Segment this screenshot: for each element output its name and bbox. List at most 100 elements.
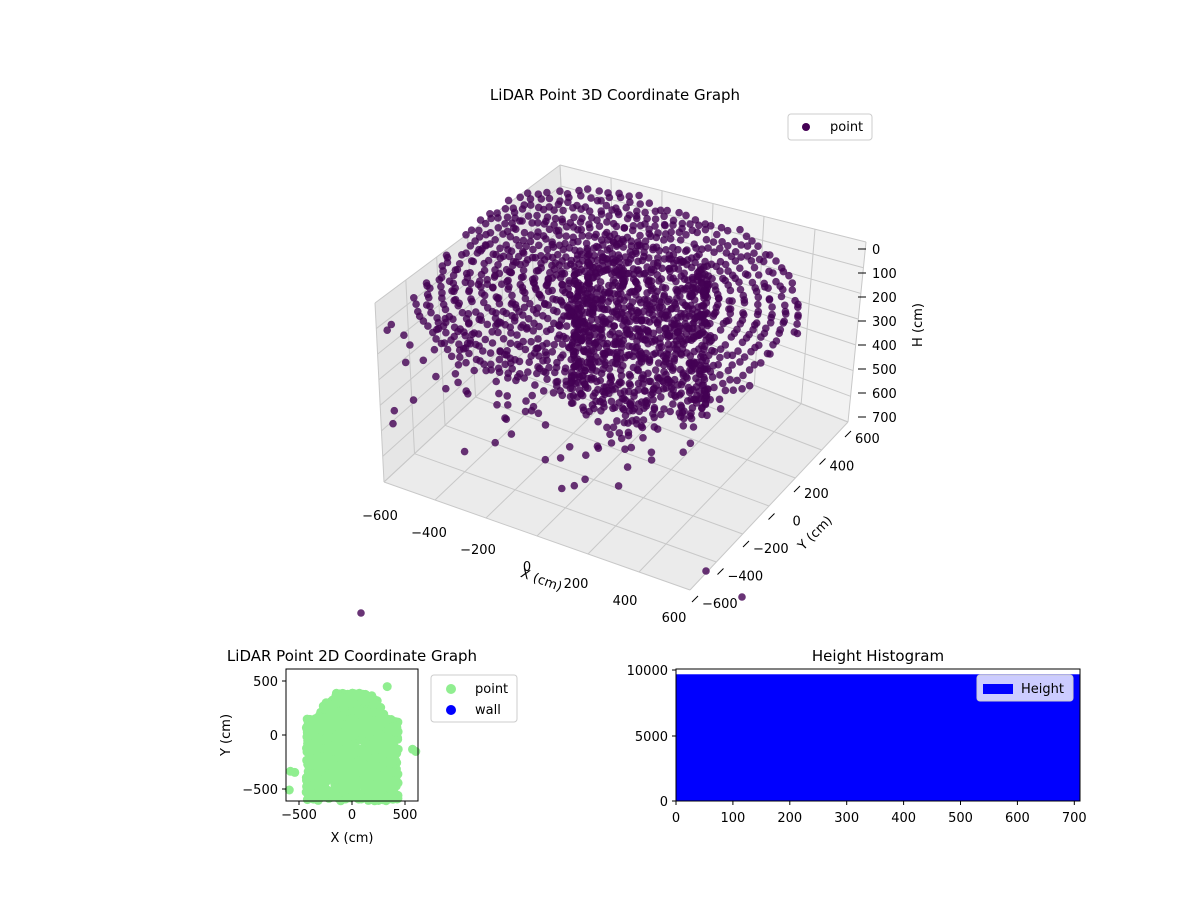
data-point	[545, 203, 553, 211]
data-point	[657, 393, 665, 401]
data-point	[333, 710, 343, 720]
data-point	[337, 748, 347, 758]
data-point	[583, 185, 592, 193]
data-point	[369, 716, 379, 726]
data-point	[589, 310, 597, 319]
data-point	[467, 226, 476, 234]
data-point	[495, 368, 504, 377]
data-point	[482, 230, 490, 239]
data-point	[503, 351, 511, 359]
data-point	[762, 251, 770, 259]
x-tick-label: 200	[777, 811, 802, 826]
data-point	[739, 371, 747, 380]
data-point	[507, 359, 515, 367]
data-point	[551, 259, 560, 267]
data-point	[558, 484, 566, 493]
data-point	[641, 242, 650, 251]
data-point	[438, 294, 446, 303]
data-point	[627, 443, 636, 452]
y-tick-mark	[844, 430, 852, 438]
data-point	[563, 190, 572, 198]
data-point	[569, 233, 577, 242]
data-point	[468, 330, 477, 339]
data-point	[647, 268, 655, 277]
data-point	[677, 284, 686, 293]
data-point	[519, 236, 528, 245]
data-point	[640, 404, 648, 413]
z-tick-label: 500	[872, 363, 897, 378]
data-point	[467, 257, 476, 265]
data-point	[493, 294, 502, 303]
data-point	[505, 252, 514, 261]
x-tick-label: 0	[523, 560, 531, 575]
data-point	[597, 369, 606, 378]
data-point	[649, 259, 658, 268]
data-point	[435, 276, 444, 284]
data-point	[650, 413, 658, 422]
data-point	[726, 376, 734, 384]
z-tick-label: 100	[872, 267, 897, 282]
data-point	[475, 315, 484, 324]
legend-3d-point-label: point	[830, 120, 863, 135]
data-point	[653, 425, 662, 433]
y-tick-label: −600	[702, 597, 738, 612]
data-point	[534, 335, 542, 343]
y-tick-label: 200	[804, 487, 829, 502]
data-point	[636, 200, 644, 208]
data-point	[750, 263, 759, 272]
data-point	[462, 358, 470, 367]
data-point	[587, 194, 595, 202]
data-point	[512, 236, 520, 244]
data-point	[587, 373, 596, 382]
data-point	[661, 284, 670, 292]
data-point	[344, 739, 354, 749]
data-point	[715, 294, 723, 303]
data-point	[614, 482, 623, 490]
data-point	[655, 277, 663, 285]
data-point	[688, 226, 697, 235]
y-tick-label: −400	[728, 570, 764, 585]
data-point	[718, 238, 726, 246]
data-point	[696, 263, 705, 271]
data-point	[590, 330, 599, 339]
data-point	[382, 682, 392, 692]
data-point	[652, 304, 661, 312]
y-tick-label: 5000	[635, 730, 668, 745]
data-point	[754, 242, 762, 250]
data-point	[526, 237, 535, 246]
legend-3d-frame	[787, 113, 873, 141]
data-point	[695, 387, 704, 396]
data-point	[350, 729, 360, 739]
data-point	[449, 315, 457, 324]
data-point	[599, 355, 607, 363]
data-point	[679, 422, 688, 430]
x-tick-label: 0	[348, 808, 356, 823]
data-point	[442, 251, 451, 260]
data-point	[388, 767, 398, 777]
data-point	[651, 215, 660, 223]
legend-3d-marker	[802, 123, 810, 131]
data-point	[776, 326, 785, 334]
data-point	[675, 208, 683, 217]
data-point	[585, 339, 593, 348]
y-tick-mark	[717, 568, 724, 575]
data-point	[625, 407, 634, 415]
data-point	[535, 364, 544, 373]
data-point	[558, 215, 566, 224]
data-point	[465, 319, 473, 327]
data-point	[627, 237, 635, 245]
data-point	[604, 189, 612, 197]
back-gridline	[559, 164, 867, 243]
data-point	[531, 381, 539, 389]
data-point	[511, 313, 519, 322]
data-point	[725, 305, 733, 313]
data-point	[698, 341, 706, 350]
data-point	[597, 207, 605, 215]
data-point	[617, 290, 625, 298]
data-point	[553, 307, 561, 316]
data-point	[521, 345, 530, 354]
data-point	[330, 745, 340, 755]
data-point	[660, 368, 668, 376]
data-point	[534, 219, 542, 227]
data-point	[477, 270, 486, 279]
